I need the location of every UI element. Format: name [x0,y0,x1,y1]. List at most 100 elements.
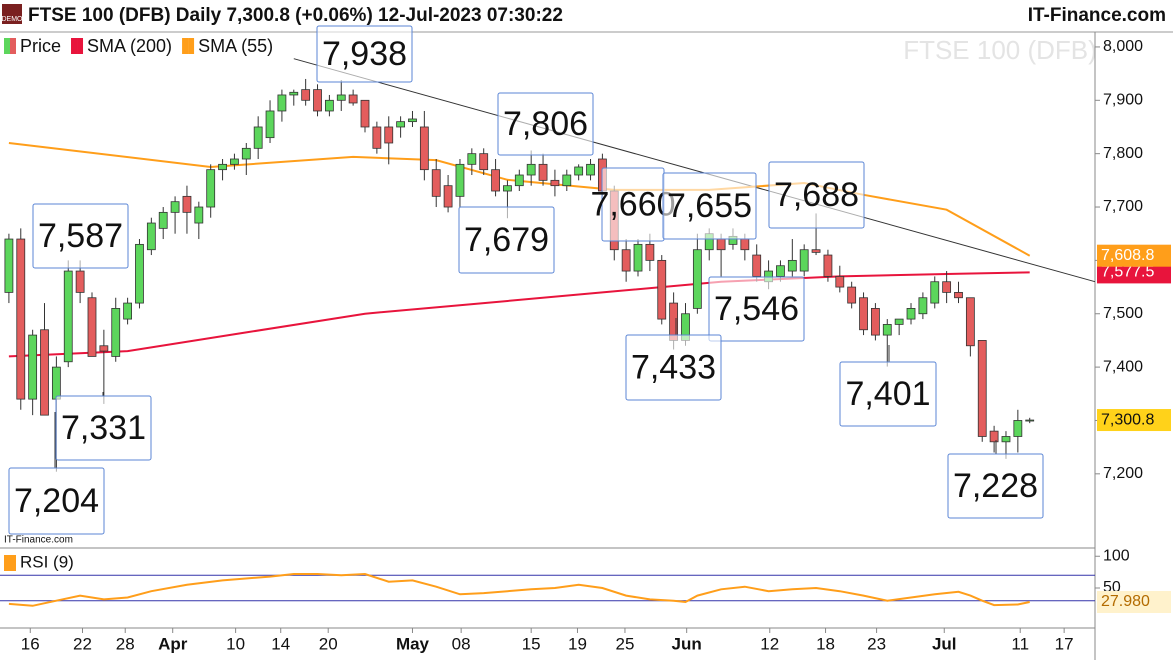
candle-body [859,297,868,331]
x-tick-label: 28 [116,634,135,653]
candle-body [230,158,239,165]
candle-body [882,324,892,336]
candle-body [301,89,311,101]
chart-title: FTSE 100 (DFB) Daily 7,300.8 (+0.06%) 12… [28,5,563,26]
candle-body [135,243,144,304]
sma-line [8,271,1030,358]
rsi-line [8,572,1030,607]
candle-body [182,195,192,213]
candle-body [930,281,940,304]
trendline [293,58,1096,283]
candle-body [776,265,785,277]
price-tag-label: 7,300.8 [1101,411,1154,428]
x-tick-label: May [396,634,430,653]
candle-body [194,206,204,224]
price-tag-label: 7,577.5 [1101,264,1154,281]
candle-body [431,169,441,197]
y-tick-label: 7,500 [1103,305,1143,322]
annotation: 7,688 [774,176,859,214]
candle-body [787,259,797,272]
candle-body [455,163,465,197]
candle-body [716,238,726,251]
annotation-box [458,206,555,274]
candle-body [1001,436,1011,443]
candle-body [336,94,346,101]
candle-body [372,126,382,149]
legend-label: SMA (200) [87,36,172,56]
legend-label: SMA (55) [198,36,273,56]
candle-body [63,270,73,363]
x-tick-label: 19 [568,634,587,653]
candle-body [467,153,477,165]
x-tick-label: 23 [867,634,886,653]
candle-body [918,297,928,315]
annotation: 7,587 [38,217,123,255]
y-tick-label: 7,200 [1103,465,1143,482]
candle-body [170,201,180,213]
candle-body [146,222,156,251]
price-tag [1097,590,1171,613]
candle-body [657,259,667,320]
x-tick-label: 20 [319,634,338,653]
x-tick-label: Jun [672,634,702,653]
candle-body [692,249,702,309]
candle-body [206,169,216,208]
annotation: 7,938 [322,35,407,73]
candle-body [847,286,857,304]
source: IT-Finance.com [4,535,73,546]
annotation: 7,660 [590,185,675,223]
x-tick-label: Apr [158,634,188,653]
candle-body [16,238,26,400]
x-tick-label: 11 [1011,634,1029,653]
candle-body [526,163,536,176]
legend-label: RSI (9) [20,552,74,571]
candle-body [313,89,322,112]
legend-swatch [71,38,78,54]
candle-body [811,249,821,253]
legend-swatch [4,555,16,571]
price-tag [1097,409,1171,432]
candle-body [562,174,572,187]
price-tag [1097,261,1171,284]
candle-body [871,308,880,336]
annotation: 7,204 [14,482,99,520]
legend-swatch [77,38,84,54]
legend-label: Price [20,36,61,56]
legend-swatch [10,38,16,54]
candle-body [348,94,358,104]
annotation-box [8,467,105,535]
candle-body [87,297,97,357]
annotation-box [497,92,594,156]
candle-body [324,99,334,112]
annotation: 7,331 [61,409,146,447]
annotation: 7,655 [667,187,752,225]
candle-body [4,238,14,293]
candle-body [75,270,85,293]
candle-body [823,254,833,277]
candle-body [218,163,227,171]
candle-body [396,121,406,128]
annotation: 7,806 [503,105,588,143]
candle-body [977,340,987,437]
price-tag [1097,244,1171,267]
candle-body [1013,420,1023,437]
candle-body [989,430,999,443]
annotation-box [947,453,1044,519]
candle-body [289,91,299,96]
x-tick-label: Jul [932,634,957,653]
annotation-box [662,172,757,240]
candle-body [40,329,49,416]
annotation-box [32,203,129,269]
x-tick-label: 14 [271,634,290,653]
candle-body [752,254,762,277]
candle-body [621,249,631,272]
candle-body [538,163,548,181]
candle-body [277,94,287,112]
y-tick-label: 7,400 [1103,358,1143,375]
candle-body [28,334,38,400]
x-tick-label: 22 [73,634,92,653]
y-tick-label: 7,800 [1103,145,1143,162]
candle-body [99,345,109,352]
x-tick-label: 10 [226,634,245,653]
